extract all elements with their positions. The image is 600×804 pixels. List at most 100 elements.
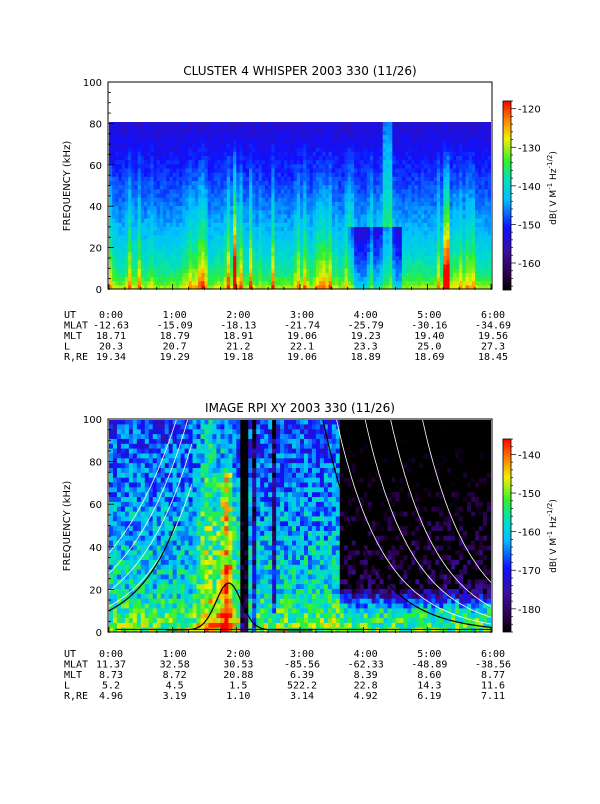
spectrogram-cell: [109, 492, 114, 497]
spectrogram-cell: [109, 496, 114, 501]
spectrogram-cell: [109, 458, 114, 463]
ephemeris-value: 19.34: [96, 352, 126, 363]
chart-title: CLUSTER 4 WHISPER 2003 330 (11/26): [183, 64, 416, 78]
ephemeris-value: 25.0: [417, 342, 441, 353]
spectrogram-cell: [109, 472, 114, 477]
spectrogram-cell: [488, 226, 492, 231]
spectrogram-cell: [488, 201, 492, 206]
ephemeris-value: 19.56: [478, 331, 508, 342]
colorbar-scale: [503, 101, 511, 290]
spectrogram-cell: [488, 151, 492, 156]
spectrogram-image: [109, 419, 492, 633]
ephemeris-value: -15.09: [157, 321, 193, 332]
spectrogram-cell: [109, 617, 114, 622]
spectrogram-cell: [109, 559, 114, 564]
colorbar-tick-label: -160: [518, 259, 541, 270]
ephemeris-value: 19.06: [287, 331, 317, 342]
ephemeris-row-label: R,RE: [64, 352, 88, 363]
spectrogram-cell: [109, 530, 114, 535]
spectrogram-cell: [488, 222, 492, 227]
spectrogram-cell: [109, 424, 114, 429]
spectrogram-cell: [488, 130, 492, 135]
ephemeris-value: 21.2: [226, 342, 250, 353]
ephemeris-value: 18.45: [478, 352, 508, 363]
spectrogram-cell: [488, 160, 492, 165]
ephemeris-row-label: UT: [64, 310, 76, 321]
spectrogram-cell: [109, 443, 114, 448]
ephemeris-row-label: MLT: [64, 331, 82, 342]
rpi-panel: IMAGE RPI XY 2003 330 (11/26) 0204060801…: [62, 376, 559, 702]
spectrogram-cell: [488, 193, 492, 198]
spectrogram-cell: [113, 579, 118, 584]
spectrogram-cell: [109, 438, 114, 443]
spectrogram-cell: [488, 176, 492, 181]
ephemeris-value: 20.7: [163, 342, 187, 353]
ephemeris-value: 18.71: [96, 331, 126, 342]
spectrogram-cell: [488, 239, 492, 244]
spectrogram-cell: [488, 214, 492, 219]
x-tick-label: 1:00: [163, 310, 187, 321]
spectrogram-cell: [488, 256, 492, 261]
spectrogram-cell: [488, 210, 492, 215]
spectrogram-cell: [488, 147, 492, 152]
spectrogram-cell: [113, 622, 118, 627]
spectrogram-cell: [488, 139, 492, 144]
colorbar-tick-label: -130: [518, 143, 541, 154]
spectrogram-cell: [488, 206, 492, 211]
x-tick-label: 0:00: [99, 310, 123, 321]
spectrogram-cell: [488, 164, 492, 169]
ephemeris-value: -25.79: [348, 321, 384, 332]
spectrogram-cell: [113, 574, 118, 579]
spectrogram-cell: [109, 511, 114, 516]
ephemeris-value: 19.23: [351, 331, 381, 342]
x-tick-label: 3:00: [290, 310, 314, 321]
ephemeris-value: 18.79: [160, 331, 190, 342]
spectrogram-cell: [109, 487, 114, 492]
spectrogram-cell: [109, 477, 114, 482]
ephemeris-value: 27.3: [481, 342, 505, 353]
spectrogram-cell: [488, 268, 492, 273]
spectrogram-cell: [488, 168, 492, 173]
spectrogram-cell: [488, 155, 492, 160]
spectrogram-cell: [113, 559, 118, 564]
spectrogram-cell: [488, 264, 492, 269]
ephemeris-table: UTMLATMLTLR,RE0:00-12.6318.7120.319.341:…: [64, 284, 511, 363]
spectrogram-cell: [109, 613, 114, 618]
chart-title: IMAGE RPI XY 2003 330 (11/26): [205, 401, 395, 415]
spectrogram-cell: [109, 593, 114, 598]
spectrogram-cell: [488, 247, 492, 252]
cluster-panel: CLUSTER 4 WHISPER 2003 330 (11/26) 02040…: [62, 64, 559, 363]
ephemeris-value: 18.69: [414, 352, 444, 363]
y-tick-label: 60: [89, 161, 102, 172]
ephemeris-value: 18.91: [223, 331, 253, 342]
spectrogram-cell: [488, 172, 492, 177]
spectrogram-cell: [488, 243, 492, 248]
spectrogram-cell: [113, 593, 118, 598]
spectrogram-cell: [109, 453, 114, 458]
ephemeris-value: -34.69: [475, 321, 511, 332]
spectrogram-cell: [488, 272, 492, 277]
spectrogram-cell: [488, 122, 492, 127]
spectrogram-cell: [109, 579, 114, 584]
spectrogram-cell: [109, 506, 114, 511]
spectrogram-cell: [109, 419, 114, 424]
x-tick-label: 2:00: [226, 310, 250, 321]
ephemeris-row-label: L: [64, 342, 70, 353]
spectrogram-cell: [488, 218, 492, 223]
ephemeris-value: 19.06: [287, 352, 317, 363]
ephemeris-row-label: MLAT: [64, 321, 88, 332]
spectrogram-cell: [113, 613, 118, 618]
spectrogram-cell: [488, 126, 492, 131]
spectrogram-image: [109, 122, 492, 290]
ephemeris-value: 19.29: [160, 352, 190, 363]
ephemeris-value: -18.13: [220, 321, 256, 332]
ephemeris-value: 19.40: [414, 331, 444, 342]
ephemeris-value: 20.3: [99, 342, 123, 353]
x-tick-label: 4:00: [354, 310, 378, 321]
spectrogram-cell: [488, 231, 492, 236]
spectrogram-cell: [109, 622, 114, 627]
colorbar-tick-label: -150: [518, 220, 541, 231]
colorbar-label: dB( V M-1 Hz-1/2): [546, 151, 559, 225]
y-tick-label: 40: [89, 202, 102, 213]
spectrogram-cell: [109, 463, 114, 468]
